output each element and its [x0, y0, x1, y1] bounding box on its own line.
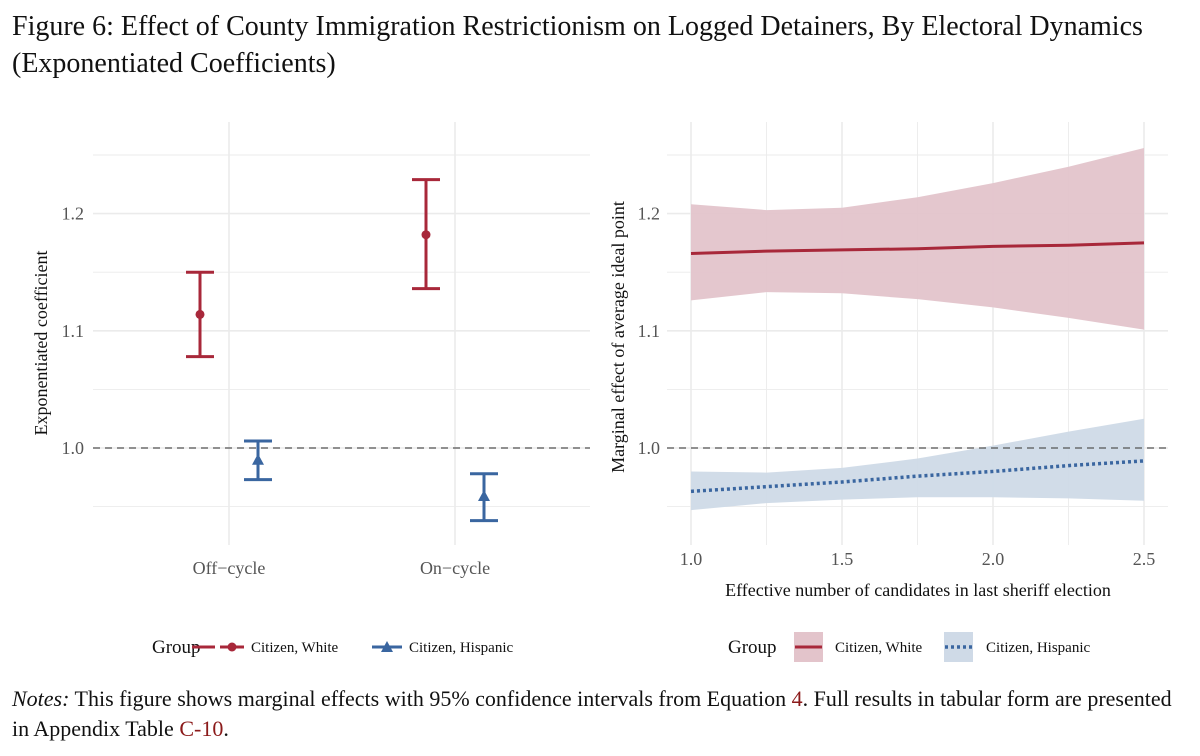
right-x-axis-title: Effective number of candidates in last s…	[725, 580, 1111, 600]
left-gridlines	[93, 122, 590, 545]
appendix-table-link[interactable]: C-10	[179, 716, 224, 741]
y-tick-label: 1.0	[62, 438, 85, 458]
right-confidence-bands	[691, 147, 1144, 511]
series-line	[690, 459, 1145, 494]
confidence-band	[691, 147, 1144, 330]
equation-link[interactable]: 4	[791, 686, 803, 711]
right-x-tick-labels: 1.0 1.5 2.0 2.5	[680, 549, 1156, 569]
x-tick-label: Off−cycle	[193, 558, 266, 578]
figure-plots: 1.0 1.1 1.2 Off−cycle On−cycle Exponentiate…	[31, 122, 1168, 662]
point-estimate	[421, 230, 431, 240]
figure-notes: Notes: This figure shows marginal effect…	[12, 684, 1192, 744]
right-legend: Group Citizen, White Citizen, Hispanic	[728, 632, 1090, 662]
right-legend-item-hispanic: Citizen, Hispanic	[944, 632, 1090, 662]
x-tick-label: 1.5	[831, 549, 854, 569]
right-y-axis-title: Marginal effect of average ideal point	[608, 201, 628, 473]
x-tick-label: 2.0	[982, 549, 1005, 569]
point-estimate	[478, 490, 490, 502]
point-estimate	[195, 309, 205, 319]
y-tick-label: 1.0	[638, 438, 661, 458]
x-tick-label: 1.0	[680, 549, 703, 569]
left-legend-title: Group	[152, 637, 201, 658]
point-estimate	[252, 453, 264, 465]
y-tick-label: 1.1	[638, 321, 661, 341]
left-marks	[186, 178, 498, 523]
left-y-tick-labels: 1.0 1.1 1.2	[62, 204, 85, 458]
x-tick-label: 2.5	[1133, 549, 1156, 569]
confidence-band	[691, 418, 1144, 511]
left-legend: Group Citizen, White Citizen, Hispanic	[152, 637, 513, 658]
x-tick-label: On−cycle	[420, 558, 490, 578]
left-panel: 1.0 1.1 1.2 Off−cycle On−cycle Exponentiate…	[31, 122, 590, 578]
y-tick-label: 1.2	[638, 204, 661, 224]
series-line	[690, 241, 1145, 255]
right-legend-item-white: Citizen, White	[794, 632, 923, 662]
notes-text: This figure shows marginal effects with …	[69, 686, 792, 711]
notes-text: .	[223, 716, 229, 741]
left-legend-label-hispanic: Citizen, Hispanic	[409, 640, 513, 656]
y-tick-label: 1.1	[62, 321, 85, 341]
right-legend-title: Group	[728, 637, 777, 658]
left-legend-label-white: Citizen, White	[251, 640, 339, 656]
notes-text: . Full results in tabular form are prese…	[12, 686, 1172, 741]
left-y-axis-title: Exponentiated coefficient	[31, 250, 51, 435]
right-legend-label-hispanic: Citizen, Hispanic	[986, 640, 1090, 656]
notes-label: Notes:	[12, 686, 70, 711]
right-y-tick-labels: 1.0 1.1 1.2	[638, 204, 661, 458]
y-tick-label: 1.2	[62, 204, 85, 224]
triangle-marker-icon	[381, 641, 393, 652]
left-legend-item-hispanic: Citizen, Hispanic	[372, 640, 513, 656]
right-series-lines	[690, 241, 1145, 494]
right-legend-label-white: Citizen, White	[835, 640, 923, 656]
left-legend-item-white: Citizen, White	[192, 640, 339, 656]
figure-title: Figure 6: Effect of County Immigration R…	[12, 11, 1143, 79]
left-x-tick-labels: Off−cycle On−cycle	[193, 558, 490, 578]
right-panel: 1.0 1.1 1.2 1.0 1.5 2.0 2.5 Marginal effect o…	[608, 122, 1168, 600]
